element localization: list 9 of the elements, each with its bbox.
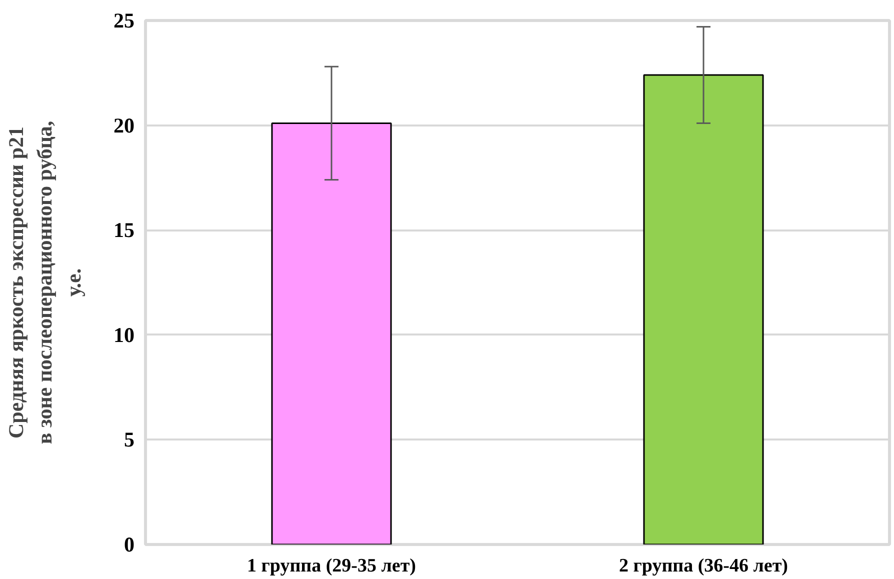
- y-tick-label: 20: [114, 113, 134, 138]
- y-tick-label: 25: [114, 8, 134, 32]
- y-tick-label: 15: [114, 218, 134, 242]
- x-tick-label: 1 группа (29-35 лет): [247, 556, 416, 576]
- x-tick-label: 2 группа (36-46 лет): [619, 556, 788, 576]
- y-tick-label: 5: [124, 428, 134, 452]
- y-axis-title: Средняя яркость экспрессии р21 в зоне послеоперационного рубца, у.е.: [4, 120, 86, 444]
- y-tick-label: 10: [114, 322, 134, 347]
- y-tick-label: 0: [124, 532, 134, 556]
